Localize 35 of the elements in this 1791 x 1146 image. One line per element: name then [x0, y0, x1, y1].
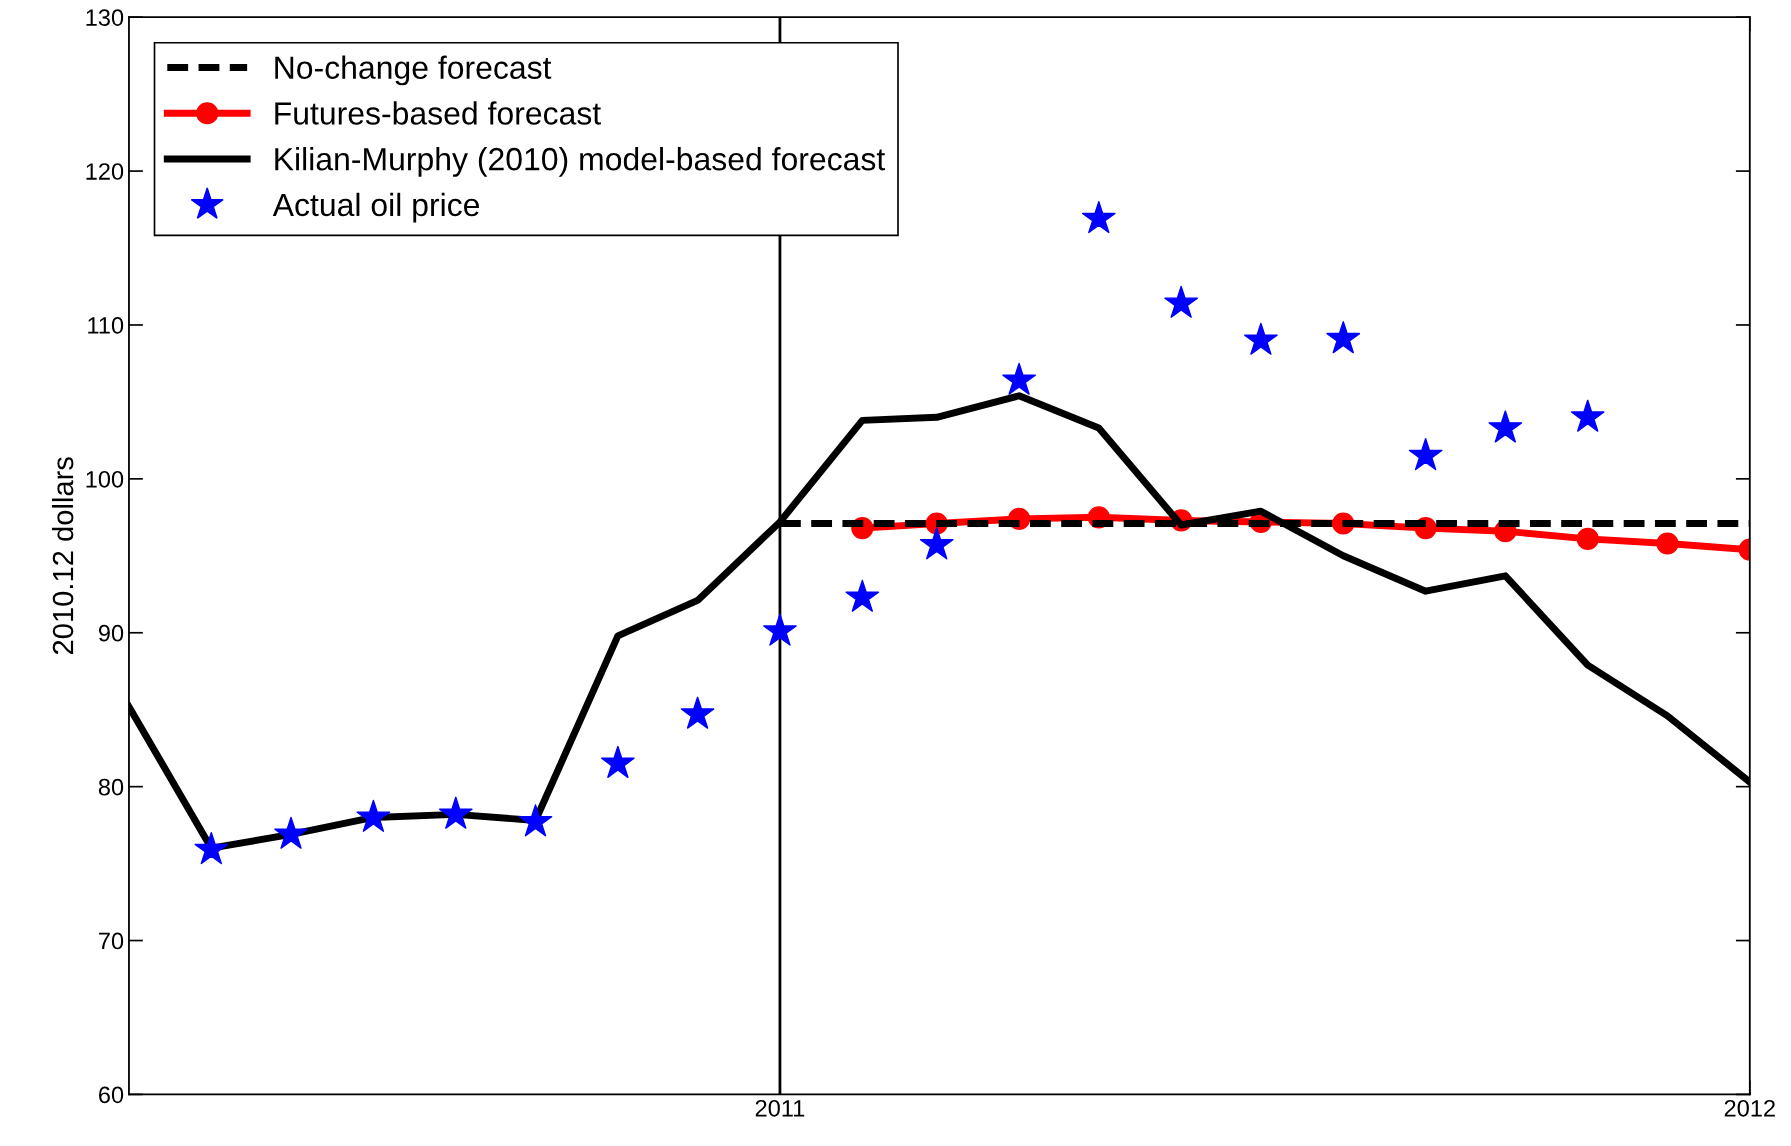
point	[1002, 362, 1036, 395]
point	[600, 745, 635, 779]
point	[1326, 321, 1361, 354]
point	[763, 613, 797, 646]
y-tick-label: 80	[98, 778, 124, 796]
legend-label: No-change forecast	[275, 55, 552, 86]
y-tick-label: 110	[88, 317, 124, 334]
y-tick-label: 100	[86, 470, 124, 488]
point	[1488, 410, 1523, 443]
point	[1164, 285, 1199, 318]
y-axis-title: 2010.12 dollars	[51, 457, 74, 655]
point	[1081, 201, 1116, 234]
point	[438, 796, 473, 829]
y-tick-label: 60	[99, 1086, 124, 1104]
y-tick-label: 130	[86, 9, 124, 26]
x-tick-label: 2011	[755, 1099, 805, 1117]
point	[518, 804, 553, 837]
point	[1656, 532, 1679, 555]
legend-label: Futures-based forecast	[275, 101, 601, 125]
point	[274, 816, 308, 849]
y-tick-label: 90	[98, 624, 124, 642]
y-tick-label: 70	[99, 932, 124, 950]
point	[1576, 527, 1599, 550]
point	[680, 696, 715, 729]
legend-label: Kilian-Murphy (2010) model-based forecast	[275, 147, 886, 177]
legend-label: Actual oil price	[272, 192, 480, 223]
point	[356, 799, 391, 832]
point	[1408, 438, 1443, 471]
point	[1244, 322, 1278, 355]
point	[1570, 399, 1605, 432]
x-tick-label: 2012	[1724, 1099, 1775, 1117]
point	[919, 527, 954, 560]
y-tick-label: 120	[86, 163, 124, 180]
point	[194, 832, 229, 865]
point	[845, 579, 880, 612]
